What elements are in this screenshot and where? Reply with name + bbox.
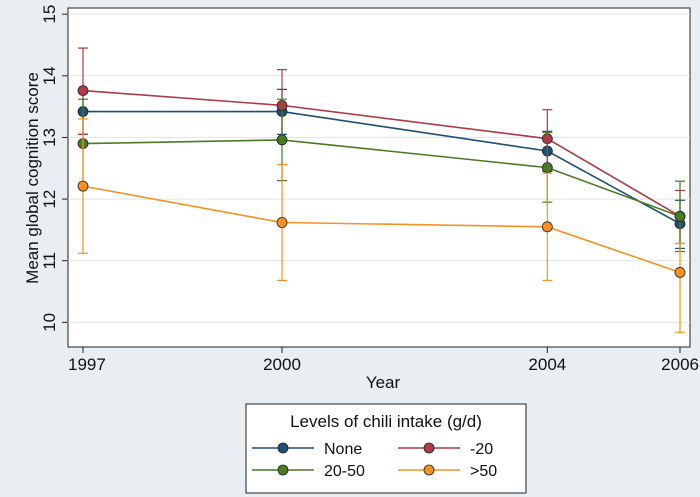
series-layer	[77, 47, 686, 333]
y-tick-label-10: 10	[40, 313, 59, 332]
legend-swatch-marker	[277, 442, 289, 454]
legend-label: 20-50	[324, 463, 365, 480]
data-point	[276, 217, 288, 228]
data-point	[77, 85, 89, 96]
y-tick-label-14: 14	[40, 66, 59, 85]
x-tick-label-2004: 2004	[528, 355, 566, 374]
plot-area	[67, 7, 691, 348]
series-line-None	[83, 110, 681, 225]
x-tick-label-1997: 1997	[68, 355, 106, 374]
legend-item--20: -20	[398, 441, 493, 458]
data-point	[541, 221, 553, 233]
y-tick-label-15: 15	[40, 5, 59, 24]
x-tick-label-2006: 2006	[661, 355, 699, 374]
y-axis-title: Mean global cognition score	[23, 72, 42, 284]
data-point	[674, 267, 686, 278]
series-line->50	[82, 185, 681, 274]
legend-label: -20	[470, 441, 493, 458]
y-tick-label-11: 11	[40, 252, 59, 270]
legend-swatch-marker	[423, 464, 435, 476]
data-point	[276, 134, 288, 146]
legend-items: None -20 20-50 >50	[252, 441, 497, 480]
legend-item-20-50: 20-50	[252, 463, 365, 480]
data-point	[541, 162, 553, 174]
y-axis-ticks: 10 11 12 13 14 15	[40, 5, 68, 332]
data-point	[77, 180, 89, 192]
legend-label: None	[324, 441, 362, 458]
y-tick-label-12: 12	[40, 190, 59, 209]
legend-label: >50	[470, 463, 497, 480]
legend-swatch-marker	[423, 442, 435, 454]
gridlines	[68, 13, 690, 323]
legend-swatch-marker	[277, 464, 289, 476]
data-point	[674, 210, 686, 222]
x-axis-ticks: 1997 2000 2004 2006	[68, 347, 699, 374]
x-tick-label-2000: 2000	[263, 355, 301, 374]
legend-item-None: None	[252, 441, 362, 458]
y-tick-label-13: 13	[40, 128, 59, 147]
legend-title: Levels of chili intake (g/d)	[290, 412, 482, 431]
series->50	[77, 118, 686, 333]
x-axis-title: Year	[366, 373, 401, 392]
legend-item->50: >50	[398, 463, 497, 480]
legend: Levels of chili intake (g/d) None -20 20-5…	[245, 403, 527, 494]
series-line--20	[82, 89, 681, 218]
series-line-20-50	[82, 139, 681, 218]
